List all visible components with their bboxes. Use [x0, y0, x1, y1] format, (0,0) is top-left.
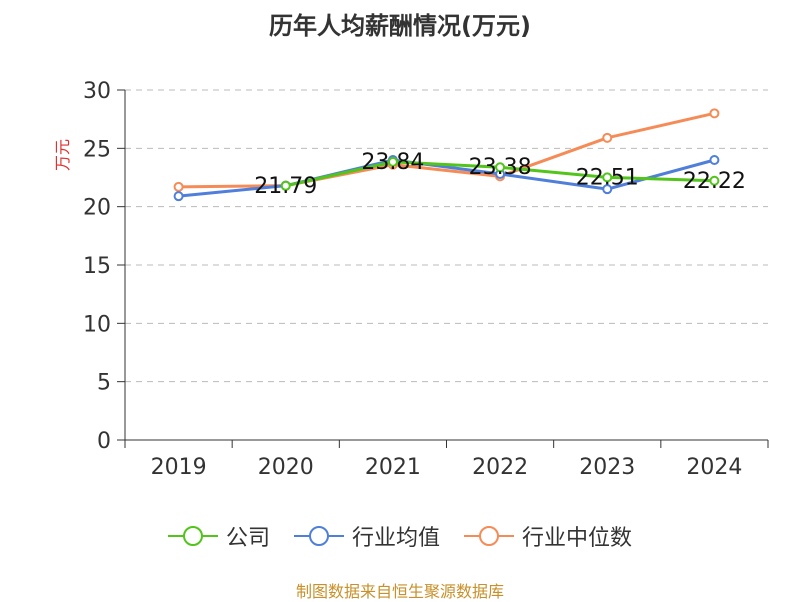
legend-swatch: [293, 526, 344, 546]
data-point-company: [709, 175, 720, 186]
legend-item-company: 公司: [167, 520, 270, 552]
data-point-company: [280, 180, 291, 191]
data-point-company: [495, 162, 506, 173]
source-text: 制图数据来自恒生聚源数据库: [295, 582, 504, 601]
legend-label: 行业均值: [351, 526, 440, 551]
data-label: 21.79: [254, 174, 317, 199]
x-tick-label: 2024: [686, 455, 742, 480]
data-point-industry_median: [709, 108, 720, 119]
y-tick-label: 0: [97, 429, 111, 454]
series-line-industry_median: [178, 111, 715, 189]
x-tick-label: 2023: [579, 455, 635, 480]
legend: 公司 行业均值 行业中位数: [0, 520, 800, 552]
data-point-industry_avg: [709, 155, 720, 165]
legend-label: 公司: [225, 526, 270, 551]
y-tick-label: 30: [83, 79, 111, 104]
y-tick-label: 15: [83, 254, 111, 279]
legend-swatch: [464, 526, 514, 546]
data-label: 22.51: [576, 165, 639, 190]
x-tick-label: 2019: [151, 455, 207, 480]
data-point-industry_median: [173, 181, 184, 192]
data-point-company: [602, 172, 613, 183]
data-label: 22.22: [683, 169, 746, 194]
chart-title: 历年人均薪酬情况(万元): [269, 12, 531, 40]
data-label: 23.38: [469, 155, 532, 180]
y-tick-label: 20: [83, 196, 111, 221]
legend-swatch: [167, 526, 218, 546]
x-tick-label: 2020: [258, 455, 314, 480]
y-tick-label: 5: [97, 371, 111, 396]
y-tick-label: 10: [83, 312, 111, 337]
data-point-industry_median: [602, 132, 613, 143]
legend-item-industry_median: 行业中位数: [464, 520, 632, 552]
y-axis-title: 万元: [53, 139, 72, 171]
data-label: 23.84: [361, 150, 424, 175]
y-tick-label: 25: [83, 137, 111, 162]
data-point-industry_avg: [602, 184, 613, 195]
data-point-company: [387, 156, 398, 167]
series-line-industry_avg: [178, 158, 715, 198]
data-point-industry_avg: [173, 191, 184, 202]
legend-item-industry_avg: 行业均值: [293, 520, 440, 552]
legend-label: 行业中位数: [522, 526, 633, 551]
x-tick-label: 2021: [365, 455, 421, 480]
x-tick-label: 2022: [472, 455, 528, 480]
